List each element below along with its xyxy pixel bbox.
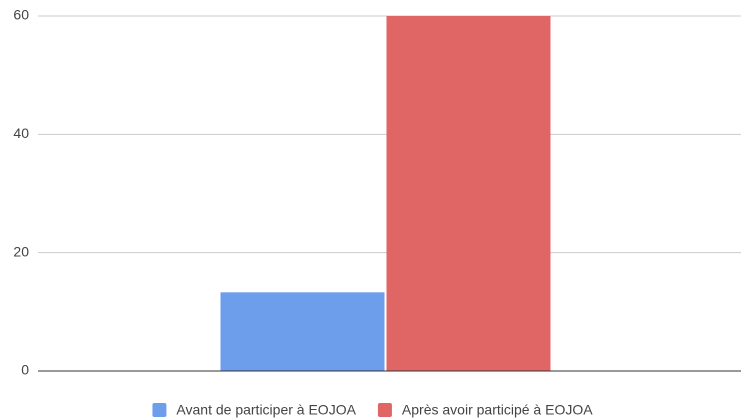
legend-label: Après avoir participé à EOJOA xyxy=(402,402,593,418)
legend-swatch xyxy=(152,403,167,417)
bar xyxy=(386,16,551,371)
legend-label: Avant de participer à EOJOA xyxy=(176,402,356,418)
y-tick-label: 20 xyxy=(13,243,29,259)
y-tick-label: 0 xyxy=(21,362,29,378)
legend-swatch xyxy=(377,403,392,417)
y-tick-label: 60 xyxy=(13,7,29,23)
y-tick-label: 40 xyxy=(13,125,29,141)
bar xyxy=(220,292,385,371)
